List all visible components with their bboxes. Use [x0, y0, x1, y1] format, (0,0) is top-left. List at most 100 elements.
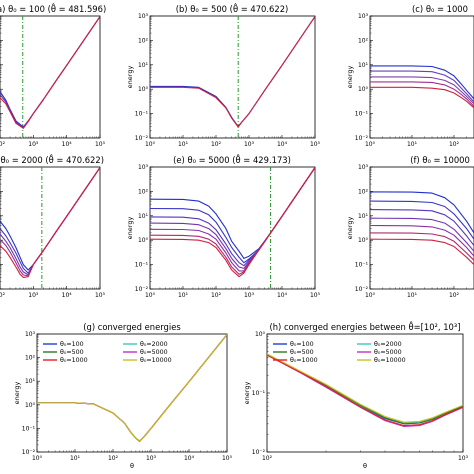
series-line-7 [150, 167, 315, 278]
series-line-1 [150, 16, 315, 127]
y-axis-label: energy [13, 382, 21, 405]
legend-label: θ₀=2000 [140, 341, 168, 348]
series-line-3 [150, 167, 315, 267]
x-tick-label: 10⁵ [222, 455, 233, 462]
panel-5: (e) θ₀ = 5000 (θ̂ = 429.173) 10⁻² 10⁻¹ 10⁰ 1… [126, 153, 321, 299]
x-tick-label: 10² [211, 292, 222, 299]
y-axis-label: energy [346, 217, 354, 240]
series-line-2 [150, 167, 315, 264]
x-tick-label: 10⁴ [277, 141, 288, 148]
y-axis-label: energy [126, 66, 134, 89]
y-tick-label: 10⁻¹ [252, 390, 266, 397]
panel-1: (a) θ₀ = 100 (θ̂ = 481.596) 10² 10³ 10⁴ 10⁵ [0, 2, 106, 148]
x-tick-label: 10⁵ [95, 292, 106, 299]
plot-frame [0, 166, 101, 290]
x-tick-label: 10¹ [407, 292, 418, 299]
panel-title: (e) θ₀ = 5000 (θ̂ = 429.173) [173, 153, 291, 165]
x-tick-label: 10⁰ [145, 141, 156, 148]
series-line-6 [370, 232, 474, 261]
plot-frame [36, 333, 228, 453]
panel-6: (f) θ₀ = 10000 10⁻² 10⁻¹ 10⁰ 10¹ 10² 10³ 10⁰ 10¹… [346, 155, 474, 299]
series-line-1 [370, 65, 474, 100]
x-axis-label: θ [363, 462, 367, 470]
x-axis-label: θ [130, 462, 134, 470]
x-tick-label: 10² [211, 141, 222, 148]
series-line-2 [0, 16, 100, 129]
series-line-4 [267, 354, 463, 428]
series-line-5 [370, 86, 474, 109]
panel-4: (d) θ₀ = 2000 (θ̂ = 470.622) 10² 10³ 10⁴ 10⁵ [0, 153, 106, 299]
y-tick-label: 10⁻¹ [355, 262, 369, 269]
series-line-4 [370, 81, 474, 107]
series-line-2 [370, 70, 474, 103]
y-tick-label: 10⁻² [355, 286, 369, 293]
panel-title: (c) θ₀ = 1000 [412, 4, 468, 14]
plot-frame [149, 15, 316, 139]
panel-7: (g) converged energies 10⁻² 10⁻¹ 10⁰ 10¹ 10² 1… [13, 322, 233, 470]
y-axis-label: energy [126, 217, 134, 240]
x-tick-label: 10³ [458, 455, 469, 462]
series-line-1 [370, 191, 474, 234]
series-line-7 [370, 238, 474, 265]
legend-label: θ₀=10000 [374, 357, 406, 364]
legend-label: θ₀=5000 [374, 349, 402, 356]
x-tick-label: 10³ [244, 292, 255, 299]
series-line-3 [370, 209, 474, 246]
y-axis-label: energy [243, 382, 251, 405]
x-tick-label: 10² [449, 141, 460, 148]
panel-title: (a) θ₀ = 100 (θ̂ = 481.596) [0, 2, 106, 14]
y-tick-label: 10¹ [358, 213, 369, 220]
x-tick-label: 10³ [28, 141, 39, 148]
y-tick-label: 10³ [25, 331, 36, 338]
x-tick-label: 10³ [28, 292, 39, 299]
series-line-4 [0, 167, 100, 277]
x-tick-label: 10³ [244, 141, 255, 148]
x-tick-label: 10⁵ [310, 292, 321, 299]
x-tick-label: 10¹ [178, 141, 189, 148]
plot-frame [0, 15, 101, 139]
x-tick-label: 10⁴ [62, 292, 73, 299]
x-tick-label: 10² [262, 455, 273, 462]
series-line-1 [0, 167, 100, 271]
panel-title: (g) converged energies [83, 322, 180, 332]
panel-8: (h) converged energies between θ̂=[10², … [243, 320, 469, 470]
x-tick-label: 10⁰ [365, 141, 376, 148]
legend-label: θ₀=100 [60, 341, 84, 348]
legend-label: θ₀=1000 [290, 357, 318, 364]
series-line-3 [267, 354, 463, 425]
y-tick-label: 10⁻¹ [22, 425, 36, 432]
y-tick-label: 10⁻¹ [135, 111, 149, 118]
series-line-4 [370, 217, 474, 252]
x-tick-label: 10² [108, 455, 119, 462]
plot-frame [369, 166, 474, 290]
series-line-2 [267, 354, 463, 424]
legend-label: θ₀=5000 [140, 349, 168, 356]
y-tick-label: 10⁻² [135, 286, 149, 293]
y-tick-label: 10² [138, 188, 149, 195]
panel-title: (h) converged energies between θ̂=[10², … [269, 320, 460, 332]
series-line-3 [0, 167, 100, 276]
panel-title: (d) θ₀ = 2000 (θ̂ = 470.622) [0, 153, 104, 165]
y-tick-label: 10⁰ [138, 237, 149, 244]
x-tick-label: 10⁵ [95, 141, 106, 148]
x-tick-label: 10² [0, 141, 6, 148]
y-tick-label: 10¹ [138, 62, 149, 69]
x-tick-label: 10⁴ [62, 141, 73, 148]
series-line-6 [150, 167, 315, 275]
panel-3: (c) θ₀ = 1000 10⁻² 10⁻¹ 10⁰ 10¹ 10² 10³ 10⁰ 10¹ 1… [346, 4, 474, 148]
x-tick-label: 10¹ [70, 455, 81, 462]
series-line-2 [370, 200, 474, 240]
y-tick-label: 10² [358, 188, 369, 195]
legend-label: θ₀=10000 [140, 357, 172, 364]
y-tick-label: 10⁻¹ [355, 111, 369, 118]
y-tick-label: 10⁰ [358, 237, 369, 244]
y-tick-label: 10³ [138, 13, 149, 20]
series-line-3 [370, 76, 474, 105]
y-tick-label: 10⁰ [358, 86, 369, 93]
series-line-6 [267, 353, 463, 423]
y-tick-label: 10² [138, 37, 149, 44]
plot-frame [149, 166, 316, 290]
y-tick-label: 10³ [358, 164, 369, 171]
x-tick-label: 10⁰ [365, 292, 376, 299]
